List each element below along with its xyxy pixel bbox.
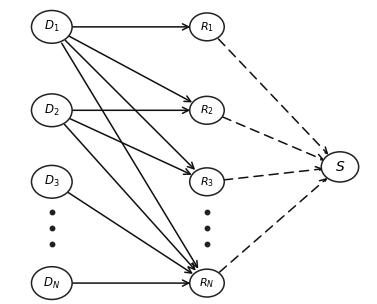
Text: $R_{3}$: $R_{3}$ — [200, 175, 214, 189]
Circle shape — [32, 267, 72, 299]
Text: $D_{3}$: $D_{3}$ — [44, 174, 60, 189]
Circle shape — [32, 165, 72, 198]
Text: $S$: $S$ — [335, 160, 345, 174]
Text: $D_{2}$: $D_{2}$ — [44, 103, 60, 118]
Circle shape — [190, 168, 224, 196]
Circle shape — [321, 152, 359, 182]
Circle shape — [190, 96, 224, 124]
Circle shape — [190, 269, 224, 297]
Text: $D_{N}$: $D_{N}$ — [43, 275, 60, 291]
Text: $R_{1}$: $R_{1}$ — [200, 20, 214, 34]
Text: $R_{N}$: $R_{N}$ — [199, 276, 215, 290]
Text: $D_{1}$: $D_{1}$ — [44, 19, 60, 34]
Circle shape — [190, 13, 224, 41]
Circle shape — [32, 11, 72, 43]
Text: $R_{2}$: $R_{2}$ — [200, 103, 214, 117]
Circle shape — [32, 94, 72, 127]
